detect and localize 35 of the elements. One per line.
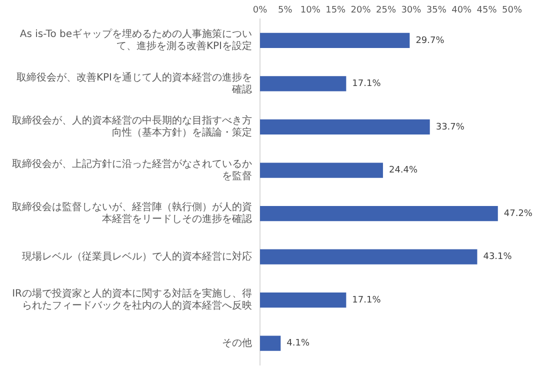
bar [260,336,281,351]
x-tick-label: 15% [326,6,346,16]
data-label: 17.1% [352,295,382,306]
y-tick-label: その他 [222,336,252,349]
bar [260,76,346,92]
x-tick-label: 20% [350,6,372,16]
y-tick-label: 現場レベル（従業員レベル）で人的資本経営に対応 [22,250,252,262]
data-label: 17.1% [352,79,382,90]
y-tick-label: As is-To beギャップを埋めるための人事施策について、進捗を測る改善KPIを設定 [20,28,252,52]
bar [260,206,498,222]
bar [260,162,383,178]
x-tick-label: 0% [252,6,268,16]
x-tick-label: 50% [502,6,522,16]
data-label: 24.4% [388,166,418,176]
x-tick-label: 30% [401,6,422,16]
bar [260,292,346,308]
data-label: 29.7% [416,36,445,46]
y-tick-label: 取締役会が、改善KPIを通じて人的資本経営の進捗を確認 [16,71,252,96]
data-label: 43.1% [483,252,512,262]
bar [260,32,410,48]
x-tick-label: 5% [278,6,293,16]
y-tick-label: 取締役会は監督しないが、経営陣（執行側）が人的資本経営をリードしその進捗を確認 [12,201,252,226]
x-tick-label: 25% [376,6,396,16]
data-label: 4.1% [286,338,310,349]
bar [260,119,430,135]
x-tick-label: 40% [452,6,472,16]
x-tick-label: 35% [426,6,447,16]
x-tick-label: 10% [300,6,321,16]
bar [260,249,478,264]
data-label: 33.7% [436,122,465,132]
x-tick-label: 45% [476,6,498,16]
y-tick-label: IRの場で投資家と人的資本に関する対話を実施し、得られたフィードバックを社内の人的資本経営へ反映 [12,288,252,312]
y-tick-label: 取締役会が、人的資本経営の中長期的な目指すべき方向性（基本方針）を議論・策定 [12,114,252,139]
y-tick-label: 取締役会が、上記方針に沿った経営がなされているかを監督 [12,158,252,182]
data-label: 47.2% [504,208,533,219]
